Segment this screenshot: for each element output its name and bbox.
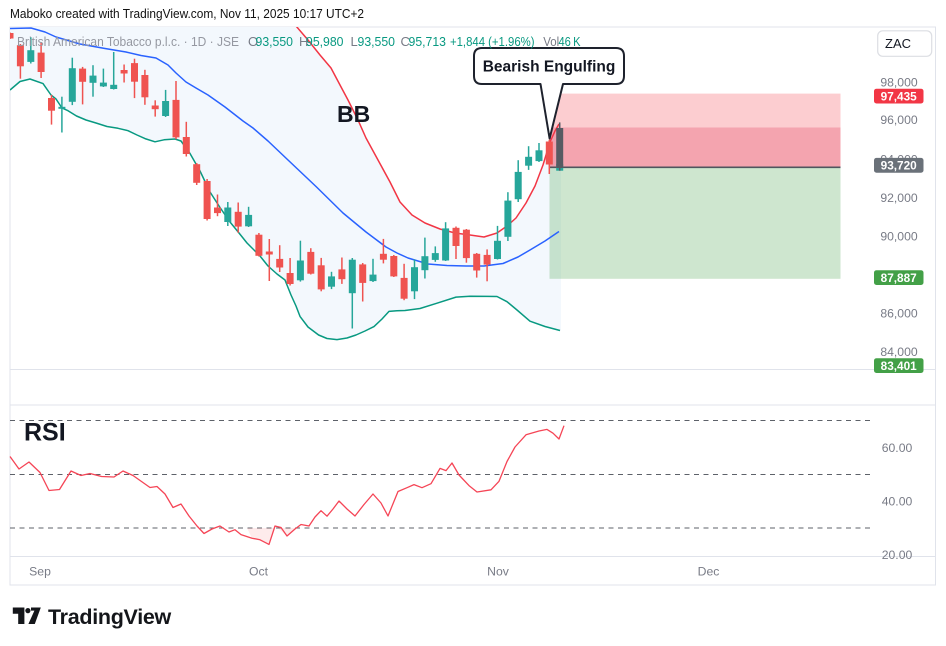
svg-text:Oct: Oct xyxy=(249,565,269,579)
svg-text:60.00: 60.00 xyxy=(882,441,913,455)
svg-text:40.00: 40.00 xyxy=(882,494,913,508)
svg-text:British American Tobacco p.l.c: British American Tobacco p.l.c. · 1D · J… xyxy=(17,34,239,49)
svg-text:83,401: 83,401 xyxy=(881,359,918,373)
svg-text:O: O xyxy=(248,34,258,49)
svg-text:C: C xyxy=(401,34,410,49)
svg-text:Maboko created with TradingVie: Maboko created with TradingView.com, Nov… xyxy=(10,6,364,21)
svg-text:Dec: Dec xyxy=(698,565,720,579)
svg-text:95,980: 95,980 xyxy=(306,34,344,49)
svg-text:92,000: 92,000 xyxy=(880,191,917,205)
svg-text:Bearish Engulfing: Bearish Engulfing xyxy=(483,59,616,76)
svg-text:93,550: 93,550 xyxy=(358,34,396,49)
svg-text:93,720: 93,720 xyxy=(881,159,918,173)
svg-text:84,000: 84,000 xyxy=(880,345,917,359)
svg-text:+1,844 (+1.96%): +1,844 (+1.96%) xyxy=(450,34,535,49)
svg-text:86,000: 86,000 xyxy=(880,306,917,320)
svg-text:TradingView: TradingView xyxy=(48,605,172,629)
svg-text:98,000: 98,000 xyxy=(880,75,917,89)
svg-text:Sep: Sep xyxy=(29,565,51,579)
svg-text:L: L xyxy=(351,34,358,49)
svg-text:96,000: 96,000 xyxy=(880,113,917,127)
svg-text:H: H xyxy=(299,34,308,49)
svg-text:ZAC: ZAC xyxy=(885,36,911,51)
svg-text:90,000: 90,000 xyxy=(880,229,917,243)
svg-text:93,550: 93,550 xyxy=(256,34,294,49)
svg-text:RSI: RSI xyxy=(24,419,66,447)
svg-text:Vol: Vol xyxy=(543,34,559,49)
svg-text:Nov: Nov xyxy=(487,565,510,579)
svg-text:87,887: 87,887 xyxy=(881,271,918,285)
svg-text:20.00: 20.00 xyxy=(882,548,913,562)
svg-text:46 K: 46 K xyxy=(559,34,581,49)
svg-text:97,435: 97,435 xyxy=(881,89,918,103)
svg-text:95,713: 95,713 xyxy=(409,34,447,49)
svg-text:BB: BB xyxy=(337,101,370,127)
